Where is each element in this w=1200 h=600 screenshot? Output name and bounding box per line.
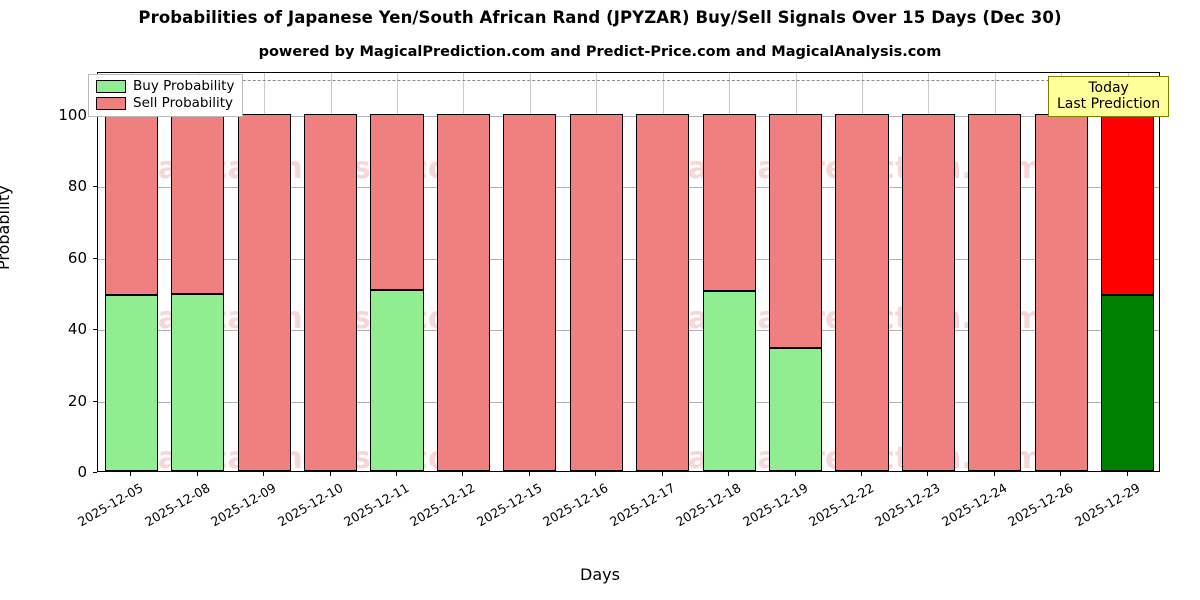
plot-inner: MagicalAnalysis.comMagicalPrediction.com… (98, 73, 1159, 471)
bar-segment-sell (835, 113, 889, 471)
x-tick-mark (196, 472, 198, 476)
bar-segment-sell (171, 113, 225, 295)
grid-line-horizontal (98, 115, 1159, 117)
bar-2025-12-05[interactable] (104, 73, 158, 471)
x-tick-mark (528, 472, 530, 476)
bar-2025-12-29[interactable] (1101, 73, 1155, 471)
x-tick-mark (794, 472, 796, 476)
bar-2025-12-17[interactable] (636, 73, 690, 471)
x-tick-mark (1126, 472, 1128, 476)
chart-title: Probabilities of Japanese Yen/South Afri… (138, 8, 1062, 27)
bar-segment-sell (237, 113, 291, 471)
y-tick-mark (93, 329, 97, 331)
y-tick-label: 60 (67, 248, 87, 267)
bar-2025-12-11[interactable] (370, 73, 424, 471)
bar-2025-12-19[interactable] (769, 73, 823, 471)
y-tick-label: 80 (67, 177, 87, 196)
x-tick-mark (861, 472, 863, 476)
reference-line (98, 80, 1159, 82)
bar-2025-12-15[interactable] (503, 73, 557, 471)
bar-segment-sell (702, 113, 756, 291)
bar-2025-12-18[interactable] (702, 73, 756, 471)
y-axis-label: Probability (0, 185, 13, 270)
bar-segment-sell (104, 113, 158, 296)
bar-segment-buy (702, 291, 756, 471)
bar-segment-sell (901, 113, 956, 471)
y-tick-label: 100 (58, 105, 87, 124)
bar-2025-12-16[interactable] (569, 73, 623, 471)
bar-2025-12-12[interactable] (436, 73, 490, 471)
legend-label: Buy Probability (133, 78, 235, 94)
bar-segment-buy (1101, 295, 1155, 471)
x-tick-mark (263, 472, 265, 476)
x-tick-mark (661, 472, 663, 476)
legend-label: Sell Probability (133, 94, 234, 111)
y-tick-mark (93, 400, 97, 402)
plot-area: MagicalAnalysis.comMagicalPrediction.com… (97, 72, 1160, 472)
bar-segment-sell (436, 113, 490, 471)
grid-line-horizontal (98, 401, 1159, 403)
legend-swatch-buy-icon (96, 80, 126, 94)
y-tick-label: 40 (67, 320, 87, 339)
bar-segment-buy (769, 347, 823, 471)
x-tick-mark (395, 472, 397, 476)
legend-item-buy[interactable]: Buy Probability (96, 78, 235, 94)
legend-swatch-sell-icon (96, 96, 126, 110)
today-label: Today (1088, 80, 1129, 96)
bar-2025-12-26[interactable] (1034, 73, 1088, 471)
x-tick-mark (595, 472, 597, 476)
bar-segment-buy (370, 289, 424, 471)
y-tick-mark (93, 257, 97, 259)
bar-segment-sell (569, 113, 623, 471)
y-tick-label: 20 (67, 391, 87, 410)
bar-segment-sell (769, 113, 823, 348)
grid-line-horizontal (98, 187, 1159, 189)
grid-line-horizontal (98, 258, 1159, 260)
bar-segment-sell (370, 113, 424, 290)
bar-2025-12-10[interactable] (303, 73, 358, 471)
bar-2025-12-22[interactable] (835, 73, 889, 471)
bar-segment-buy (104, 295, 158, 471)
chart-legend: Buy Probability Sell Probability (88, 74, 244, 117)
x-tick-mark (728, 472, 730, 476)
bar-segment-sell (1101, 113, 1155, 296)
x-axis-label: Days (580, 565, 620, 584)
bar-segment-sell (968, 113, 1022, 471)
bar-2025-12-23[interactable] (901, 73, 956, 471)
bar-segment-sell (303, 113, 358, 471)
y-tick-mark (93, 186, 97, 188)
bar-segment-sell (503, 113, 557, 471)
y-tick-label: 0 (77, 463, 87, 481)
y-tick-mark (93, 472, 97, 473)
bar-segment-buy (171, 294, 225, 471)
x-tick-mark (462, 472, 464, 476)
x-tick-mark (993, 472, 995, 476)
legend-item-sell[interactable]: Sell Probability (96, 94, 234, 111)
bar-segment-sell (1034, 113, 1088, 471)
grid-line-horizontal (98, 330, 1159, 332)
chart-subtitle: powered by MagicalPrediction.com and Pre… (258, 44, 942, 60)
x-tick-mark (927, 472, 929, 476)
bar-2025-12-09[interactable] (237, 73, 291, 471)
bar-2025-12-08[interactable] (171, 73, 225, 471)
x-tick-mark (1060, 472, 1062, 476)
bar-segment-sell (636, 113, 690, 471)
x-tick-mark (130, 472, 132, 476)
bar-2025-12-24[interactable] (968, 73, 1022, 471)
x-tick-mark (329, 472, 331, 476)
today-annotation: Today Last Prediction (1048, 76, 1170, 118)
last-prediction-label: Last Prediction (1057, 96, 1161, 113)
